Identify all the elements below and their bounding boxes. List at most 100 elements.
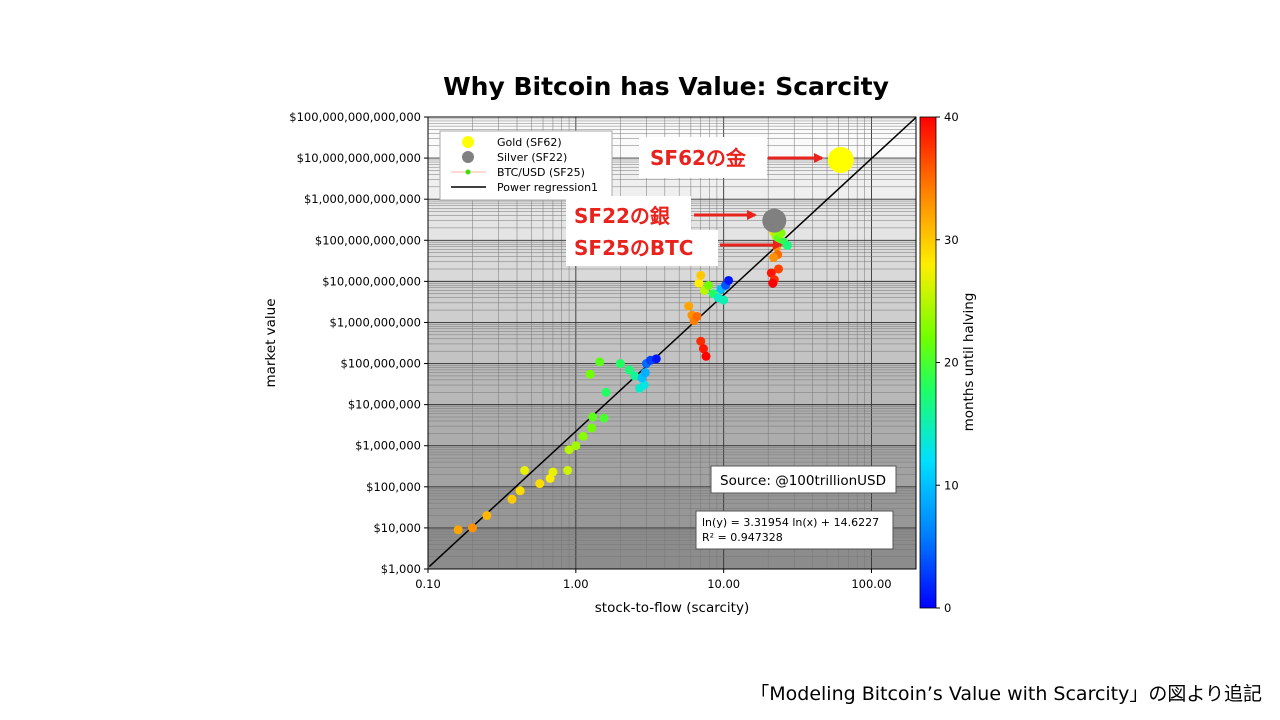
legend-gold-marker — [462, 136, 474, 148]
btc-point — [624, 365, 634, 375]
btc-point — [588, 412, 598, 422]
background-band — [428, 404, 916, 446]
legend: Gold (SF62) Silver (SF22) BTC/USD (SF25)… — [439, 130, 613, 201]
y-tick-label: $10,000,000,000,000 — [297, 151, 421, 165]
colorbar-gradient — [919, 116, 937, 609]
btc-point — [515, 486, 525, 496]
legend-btc-label: BTC/USD (SF25) — [497, 166, 585, 179]
source-box-frame — [710, 465, 897, 494]
btc-point — [571, 441, 581, 451]
btc-point — [615, 359, 625, 369]
figure-caption: 「Modeling Bitcoin’s Value with Scarcity」… — [750, 683, 1262, 705]
colorbar-tick-label: 10 — [944, 478, 959, 492]
btc-point — [724, 275, 734, 285]
legend-regression-label: Power regression1 — [497, 181, 598, 194]
y-tick-label: $1,000,000,000,000 — [304, 192, 421, 206]
y-tick-label: $100,000,000,000 — [315, 233, 421, 247]
x-tick-label: 100.00 — [851, 577, 891, 591]
legend-gold-label: Gold (SF62) — [497, 136, 562, 149]
y-tick-label: $1,000,000,000 — [330, 315, 421, 329]
plot-frame — [427, 116, 917, 570]
callout-silver-box — [566, 196, 691, 234]
btc-point — [482, 511, 492, 521]
x-tick-label: 1.00 — [563, 577, 589, 591]
btc-point — [692, 311, 702, 321]
callout-btc: SF25のBTC — [566, 230, 783, 266]
y-tick-label: $100,000,000 — [341, 357, 421, 371]
callout-gold-box — [639, 137, 767, 178]
colorbar-tick-label: 40 — [944, 110, 959, 124]
source-label: Source: @100trillionUSD — [720, 473, 886, 489]
callout-silver: SF22の銀 — [566, 196, 757, 234]
y-tick-label: $1,000 — [381, 562, 421, 576]
btc-point — [595, 357, 605, 367]
btc-point — [578, 431, 588, 441]
x-axis-ticks: 0.10 1.00 10.00 100.00 — [415, 569, 892, 591]
y-tick-label: $1,000,000 — [355, 439, 421, 453]
regression-r2: R² = 0.947328 — [702, 531, 783, 544]
callout-btc-box — [566, 230, 718, 266]
btc-point — [719, 295, 729, 305]
background-band — [428, 363, 916, 405]
x-tick-label: 10.00 — [707, 577, 740, 591]
colorbar-tick-label: 30 — [944, 233, 959, 247]
btc-point — [768, 278, 778, 288]
btc-point — [772, 242, 782, 252]
btc-point — [630, 371, 640, 381]
chart-title: Why Bitcoin has Value: Scarcity — [443, 72, 889, 101]
silver-point — [762, 208, 787, 233]
legend-silver-label: Silver (SF22) — [497, 151, 567, 164]
btc-point — [599, 413, 609, 423]
btc-point — [563, 465, 573, 475]
background-band — [428, 281, 916, 323]
btc-point — [651, 354, 661, 364]
colorbar: 0 10 20 30 40 months until halving — [919, 110, 977, 615]
colorbar-ticks: 0 10 20 30 40 — [936, 110, 959, 615]
btc-point — [782, 240, 792, 250]
btc-point — [696, 270, 706, 280]
colorbar-tick-label: 0 — [944, 601, 951, 615]
btc-point — [698, 344, 708, 354]
callout-silver-label: SF22の銀 — [574, 204, 670, 228]
callout-btc-label: SF25のBTC — [574, 236, 693, 260]
btc-point — [585, 369, 595, 379]
y-axis-ticks: $1,000 $10,000 $100,000 $1,000,000 $10,000,0… — [289, 110, 428, 576]
btc-point — [701, 351, 711, 361]
equation-box: ln(y) = 3.31954 ln(x) + 14.6227 R² = 0.9… — [695, 510, 894, 550]
source-box: Source: @100trillionUSD — [710, 465, 897, 494]
btc-point — [507, 494, 517, 504]
btc-point — [468, 523, 478, 533]
btc-point — [535, 479, 545, 489]
btc-point — [684, 301, 694, 311]
btc-point — [639, 380, 649, 390]
btc-point — [704, 280, 714, 290]
y-tick-label: $100,000,000,000,000 — [289, 110, 421, 124]
y-axis-label: market value — [263, 298, 279, 387]
callout-gold-label: SF62の金 — [650, 146, 747, 170]
x-tick-label: 0.10 — [415, 577, 441, 591]
equation-box-frame — [695, 510, 894, 550]
btc-point — [548, 467, 558, 477]
btc-point — [520, 465, 530, 475]
btc-point — [769, 253, 779, 263]
gold-point — [827, 146, 854, 173]
btc-point — [696, 336, 706, 346]
y-tick-label: $10,000,000,000 — [322, 274, 421, 288]
y-tick-label: $10,000,000 — [348, 398, 421, 412]
btc-point — [564, 445, 574, 455]
btc-point — [694, 278, 704, 288]
x-axis-label: stock-to-flow (scarcity) — [595, 600, 749, 616]
legend-btc-marker — [465, 169, 471, 175]
btc-point — [774, 264, 784, 274]
btc-point — [453, 525, 463, 535]
colorbar-tick-label: 20 — [944, 356, 959, 370]
regression-equation: ln(y) = 3.31954 ln(x) + 14.6227 — [702, 516, 879, 529]
callout-gold: SF62の金 — [639, 137, 824, 178]
legend-silver-marker — [462, 151, 474, 163]
btc-point — [640, 368, 650, 378]
colorbar-label: months until halving — [961, 293, 977, 432]
y-tick-label: $10,000 — [373, 521, 421, 535]
y-tick-label: $100,000 — [366, 480, 421, 494]
regression-line — [428, 117, 916, 568]
